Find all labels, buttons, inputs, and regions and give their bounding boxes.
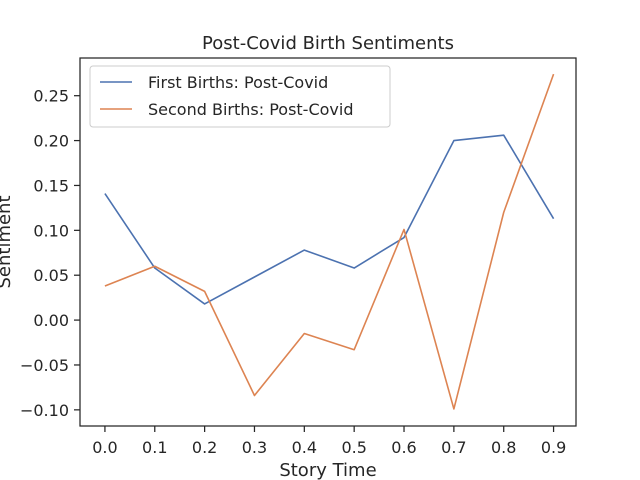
series-lines (104, 73, 555, 410)
x-tick-label: 0.1 (142, 438, 167, 457)
x-tick-label: 0.2 (192, 438, 217, 457)
y-tick-label: −0.10 (20, 401, 69, 420)
x-tick-label: 0.5 (341, 438, 366, 457)
y-tick-label: 0.25 (33, 87, 69, 106)
x-axis-label: Story Time (279, 460, 376, 480)
series-line-second-births (104, 73, 555, 410)
y-tick-label: 0.10 (33, 221, 69, 240)
y-tick-label: −0.05 (20, 356, 69, 375)
x-tick-label: 0.6 (391, 438, 416, 457)
y-tick-label: 0.00 (33, 311, 69, 330)
x-tick-label: 0.9 (541, 438, 566, 457)
legend-label-second-births: Second Births: Post-Covid (148, 100, 353, 119)
y-axis: −0.10 −0.05 0.00 0.05 0.10 0.15 0.20 0.25 (20, 87, 80, 420)
x-tick-label: 0.7 (441, 438, 466, 457)
series-line-first-births (104, 134, 555, 305)
legend: First Births: Post-Covid Second Births: … (89, 65, 391, 128)
x-tick-label: 0.4 (292, 438, 317, 457)
x-axis: 0.0 0.1 0.2 0.3 0.4 0.5 0.6 0.7 0.8 0.9 (92, 426, 566, 457)
legend-label-first-births: First Births: Post-Covid (148, 73, 328, 92)
chart-title: Post-Covid Birth Sentiments (202, 33, 454, 54)
y-axis-label: Sentiment (0, 195, 15, 288)
y-tick-label: 0.05 (33, 266, 69, 285)
legend-box (89, 65, 391, 128)
x-tick-label: 0.8 (491, 438, 516, 457)
x-tick-label: 0.0 (92, 438, 117, 457)
y-tick-label: 0.20 (33, 132, 69, 151)
y-tick-label: 0.15 (33, 176, 69, 195)
x-tick-label: 0.3 (242, 438, 267, 457)
